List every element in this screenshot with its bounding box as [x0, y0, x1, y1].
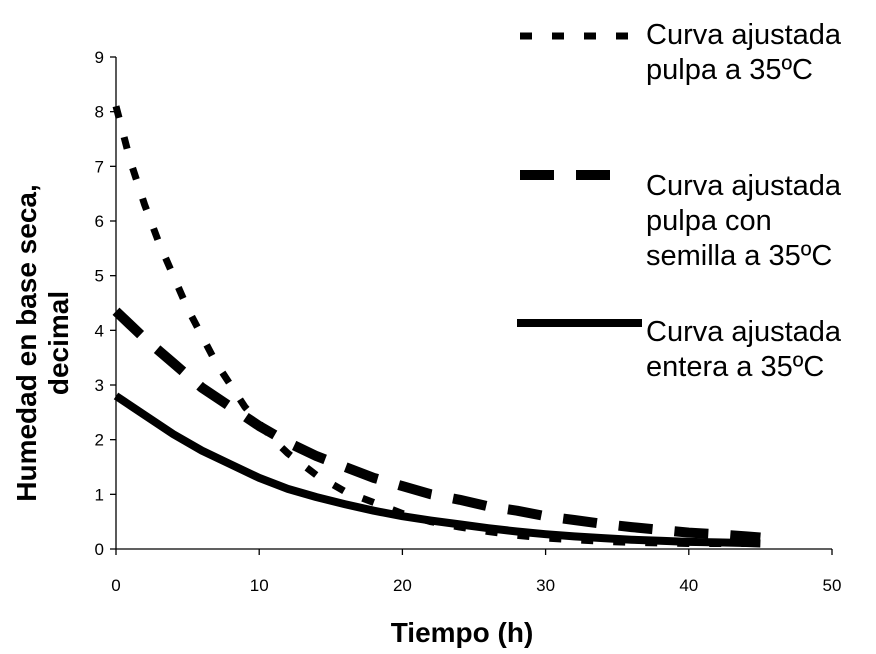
y-tick-label: 5: [95, 267, 104, 286]
legend-label-1: Curva ajustada pulpa a 35ºC: [646, 19, 842, 86]
y-tick-label: 4: [95, 321, 104, 340]
series-line-2: [112, 307, 761, 543]
legend-label-2: Curva ajustada pulpa con semilla a 35ºC: [646, 170, 842, 272]
x-tick-label: 50: [823, 576, 842, 595]
x-tick-label: 40: [679, 576, 698, 595]
y-tick-label: 6: [95, 212, 104, 231]
x-tick-label: 20: [393, 576, 412, 595]
y-tick-label: 2: [95, 431, 104, 450]
series-line-3: [113, 392, 761, 548]
y-tick-label: 9: [95, 48, 104, 67]
legend-label-line: pulpa a 35ºC: [646, 54, 813, 86]
x-tick-label: 30: [536, 576, 555, 595]
y-tick-label: 8: [95, 103, 104, 122]
legend-label-3: Curva ajustada entera a 35ºC: [646, 316, 842, 383]
y-tick-label: 1: [95, 485, 104, 504]
axes: 0 1 2 3 4 5 6 7 8 9 0 10 20 30 40 50: [95, 48, 842, 595]
y-tick-label: 0: [95, 540, 104, 559]
x-tick-label: 0: [111, 576, 120, 595]
plot-area: [112, 105, 761, 548]
legend-label-line: semilla a 35ºC: [646, 240, 832, 272]
y-axis-title-line: Humedad en base seca,: [11, 184, 42, 501]
legend-label-line: Curva ajustada: [646, 316, 842, 348]
x-axis-title: Tiempo (h): [391, 617, 534, 648]
legend-label-line: Curva ajustada: [646, 19, 842, 51]
series-line-1: [112, 105, 747, 547]
legend-label-line: entera a 35ºC: [646, 351, 824, 383]
y-tick-label: 3: [95, 376, 104, 395]
legend-label-line: pulpa con: [646, 205, 772, 237]
y-tick-label: 7: [95, 157, 104, 176]
y-axis-title-text: Humedad en base seca,decimal: [11, 184, 74, 501]
y-axis-title-line: decimal: [43, 291, 74, 395]
y-axis-title: Humedad en base seca,decimal: [11, 184, 74, 501]
legend-label-line: Curva ajustada: [646, 170, 842, 202]
x-tick-label: 10: [250, 576, 269, 595]
